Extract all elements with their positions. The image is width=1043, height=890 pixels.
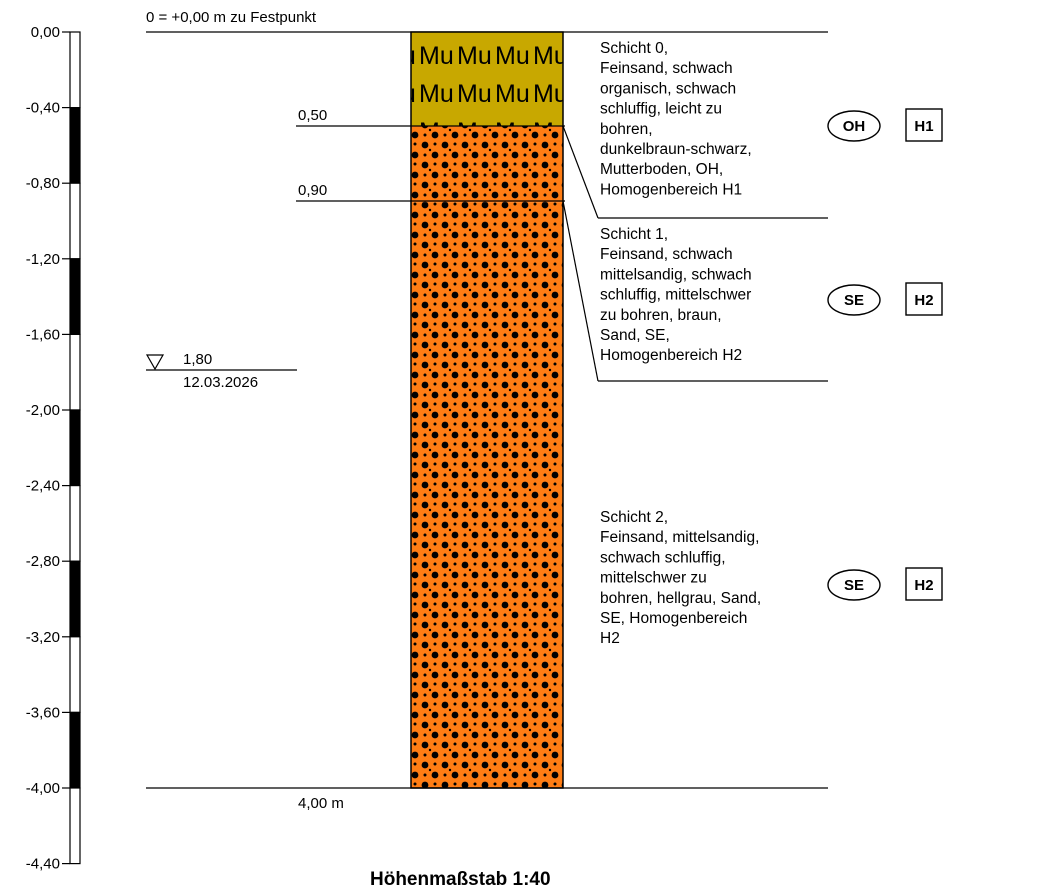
layer-0-fill [411, 32, 563, 127]
depth-marker-label: 0,50 [298, 107, 327, 124]
description-line: bohren, hellgrau, Sand, [600, 590, 761, 607]
reference-note: 0 = +0,00 m zu Festpunkt [146, 9, 317, 26]
scale-segment [69, 560, 81, 638]
description-line: mittelschwer zu [600, 570, 707, 587]
scale-segment [69, 333, 81, 411]
scale-segment [69, 787, 81, 865]
layer-1-badges: SE H2 [827, 282, 943, 316]
scale-tick-label: -3,60 [26, 704, 60, 721]
groundwater-date: 12.03.2026 [183, 374, 258, 391]
scale-tick-label: -4,00 [26, 780, 60, 797]
layer-description-2: Schicht 2, Feinsand, mittelsandig, schwach… [600, 509, 761, 647]
groundwater-depth: 1,80 [183, 351, 212, 368]
scale-tick-label: -3,20 [26, 629, 60, 646]
soil-group-label: SE [844, 577, 864, 594]
soil-group-badge [827, 569, 881, 601]
description-line: mittelsandig, schwach [600, 266, 752, 283]
description-line: Mutterboden, OH, [600, 161, 723, 178]
soil-group-badge [827, 110, 881, 142]
soil-group-label: OH [843, 118, 866, 135]
scale-segment [69, 711, 81, 789]
description-line: Feinsand, mittelsandig, [600, 529, 759, 546]
description-line: Schicht 1, [600, 226, 668, 243]
scale-segment [69, 636, 81, 713]
scale-segment [69, 485, 81, 562]
homogeneous-area-label: H1 [914, 118, 933, 135]
homogeneous-area-label: H2 [914, 292, 933, 309]
layer-description-1: Schicht 1, Feinsand, schwach mittelsandig,… [562, 200, 828, 382]
layer-description-0: Schicht 0, Feinsand, schwach organisch, sc… [562, 40, 828, 219]
description-line: Homogenbereich H1 [600, 181, 742, 198]
homogeneous-area-badge [905, 282, 943, 316]
description-line: Schicht 0, [600, 40, 668, 57]
layer-description-text: Schicht 1, Feinsand, schwach mittelsandig,… [600, 226, 752, 364]
groundwater-triangle-icon [145, 354, 165, 371]
description-line: schluffig, mittelschwer [600, 287, 751, 304]
scale-segment [69, 106, 81, 184]
description-line: Schicht 2, [600, 509, 668, 526]
scale-tick-label: -0,40 [26, 100, 60, 117]
scale-segment [69, 31, 81, 109]
scale-tick-label: -1,60 [26, 326, 60, 343]
description-line: bohren, [600, 121, 653, 138]
scale-tick-label: -0,80 [26, 175, 60, 192]
scale-tick-label: -2,80 [26, 553, 60, 570]
description-line: zu bohren, braun, [600, 307, 722, 324]
soil-group-label: SE [844, 292, 864, 309]
description-line: schluffig, leicht zu [600, 101, 722, 118]
scale-segment [69, 409, 81, 487]
description-line: Feinsand, schwach [600, 60, 733, 77]
description-line: schwach schluffig, [600, 549, 726, 566]
scale-tick-label: -2,00 [26, 402, 60, 419]
final-depth-label: 4,00 m [298, 795, 344, 812]
homogeneous-area-label: H2 [914, 577, 933, 594]
scale-segment [69, 182, 81, 260]
scale-segment [69, 258, 81, 335]
description-line: dunkelbraun-schwarz, [600, 141, 752, 158]
homogeneous-area-badge [905, 108, 943, 142]
depth-marker-1: 0,50 [296, 107, 565, 127]
layer-2-fill [411, 202, 563, 789]
groundwater-marker: 1,80 12.03.2026 [145, 351, 297, 391]
scale-title: Höhenmaßstab 1:40 [370, 869, 551, 890]
description-line: Feinsand, schwach [600, 246, 733, 263]
description-line: organisch, schwach [600, 80, 736, 97]
layer-2-badges: SE H2 [827, 567, 943, 601]
elevation-scale: 0,00 -0,40 -0,80 -1,20 -1,60 -2,00 -2,40 -2,80 -… [26, 24, 81, 873]
depth-marker-2: 0,90 [296, 182, 565, 202]
layer-description-text: Schicht 2, Feinsand, mittelsandig, schwach… [600, 509, 761, 647]
description-line: SE, Homogenbereich [600, 610, 747, 627]
soil-group-badge [827, 284, 881, 316]
description-line: H2 [600, 630, 620, 647]
layer-description-text: Schicht 0, Feinsand, schwach organisch, sc… [600, 40, 752, 198]
scale-tick-label: -2,40 [26, 478, 60, 495]
homogeneous-area-badge [905, 567, 943, 601]
description-line: Sand, SE, [600, 327, 670, 344]
layer-0-badges: OH H1 [827, 108, 943, 142]
depth-marker-label: 0,90 [298, 182, 327, 199]
description-line: Homogenbereich H2 [600, 347, 742, 364]
layer-1-fill [411, 126, 563, 203]
scale-tick-label: -4,40 [26, 856, 60, 873]
scale-tick-label: -1,20 [26, 251, 60, 268]
scale-tick-label: 0,00 [31, 24, 60, 41]
borehole-column [410, 31, 564, 789]
layer-leader-line [562, 200, 599, 382]
layer-leader-line [562, 125, 599, 219]
